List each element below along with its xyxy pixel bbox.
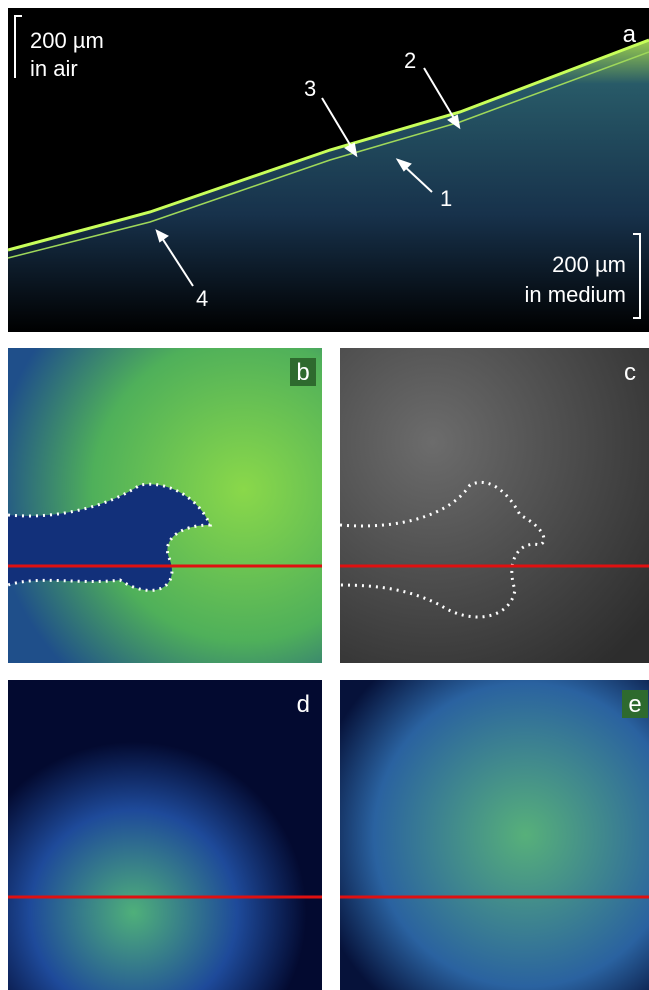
scale-label: 200 µm xyxy=(30,28,104,53)
scale-label: in air xyxy=(30,56,78,81)
page: 200 µm in air 200 µm in medium a 1 2 3 4… xyxy=(0,0,649,990)
panel-d-bg xyxy=(8,680,322,990)
marker: 1 xyxy=(440,186,452,211)
panel-label: e xyxy=(628,691,641,718)
marker: 4 xyxy=(196,286,208,311)
marker: 2 xyxy=(404,48,416,73)
panel-c-bg xyxy=(340,348,649,663)
panel-label: b xyxy=(296,359,309,386)
panel-label: c xyxy=(624,359,636,386)
marker: 3 xyxy=(304,76,316,101)
panel-label: d xyxy=(297,691,310,718)
panel-label: a xyxy=(623,21,637,48)
panel-e-bg xyxy=(340,680,649,990)
scale-label: 200 µm xyxy=(552,252,626,277)
figure: 200 µm in air 200 µm in medium a 1 2 3 4… xyxy=(0,0,649,990)
scale-label: in medium xyxy=(525,282,626,307)
